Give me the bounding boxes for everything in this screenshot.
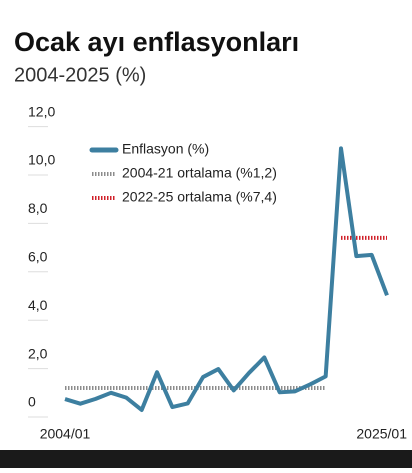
footer-bar	[0, 450, 412, 468]
chart-subtitle: 2004-2025 (%)	[14, 64, 146, 86]
chart-title: Ocak ayı enflasyonları	[14, 27, 299, 57]
x-tick-label: 2025/01	[356, 426, 407, 442]
legend-label: 2004-21 ortalama (%1,2)	[122, 165, 277, 181]
y-tick-label: 4,0	[28, 297, 48, 313]
y-tick-label: 2,0	[28, 345, 48, 361]
series-line	[64, 146, 389, 412]
legend-label: 2022-25 ortalama (%7,4)	[122, 189, 277, 205]
y-tick-label: 6,0	[28, 249, 48, 265]
y-tick-label: 0	[28, 394, 36, 410]
x-tick-label: 2004/01	[40, 426, 91, 442]
y-tick-label: 12,0	[28, 103, 55, 119]
y-tick-label: 8,0	[28, 200, 48, 216]
y-tick-label: 10,0	[28, 152, 55, 168]
legend-label: Enflasyon (%)	[122, 141, 209, 157]
